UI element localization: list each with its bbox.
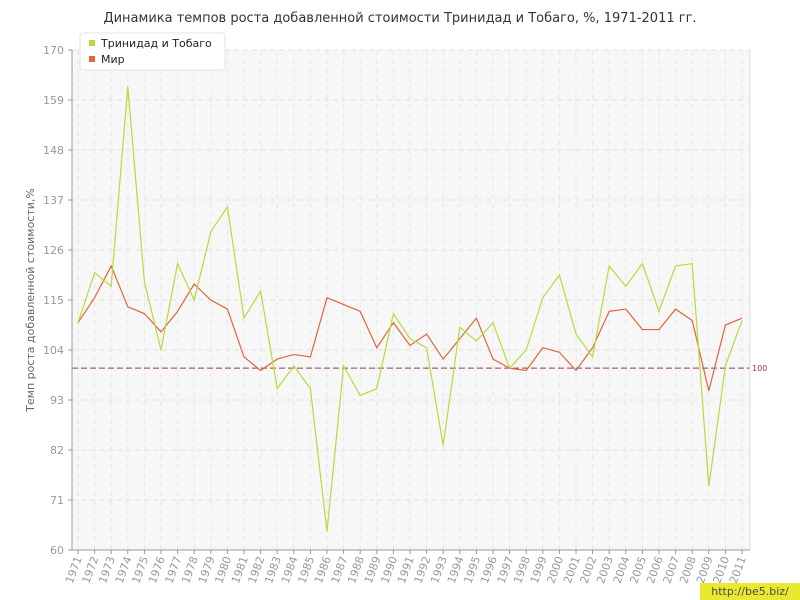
legend-swatch [89, 40, 95, 46]
x-tick-labels: 1971197219731974197519761977197819791980… [63, 555, 749, 586]
y-tick-label: 60 [50, 544, 64, 557]
y-tick-label: 115 [43, 294, 64, 307]
y-tick-label: 93 [50, 394, 64, 407]
y-tick-label: 148 [43, 144, 64, 157]
series-lines [77, 86, 743, 532]
y-tick-label: 159 [43, 94, 64, 107]
legend-box [79, 32, 226, 71]
grid [72, 49, 750, 550]
y-tick-label: 126 [43, 244, 64, 257]
axes [68, 49, 751, 554]
y-tick-label: 71 [50, 494, 64, 507]
y-tick-label: 104 [43, 344, 64, 357]
watermark[interactable]: http://be5.biz/ [700, 583, 800, 600]
chart-title: Динамика темпов роста добавленной стоимо… [103, 11, 696, 26]
legend-item-label[interactable]: Мир [101, 53, 125, 66]
legend-swatch [89, 56, 95, 62]
reference-line-group: 100 [72, 364, 767, 373]
y-tick-label: 82 [50, 444, 64, 457]
series-line [77, 86, 743, 532]
y-tick-label: 170 [43, 44, 64, 57]
legend-item-label[interactable]: Тринидад и Тобаго [100, 37, 212, 50]
series-line [77, 264, 743, 392]
reference-line-label: 100 [752, 364, 767, 373]
y-tick-labels: 60 71 82 93 104 115 126 137 148 159 170 [43, 44, 64, 557]
legend[interactable]: Тринидад и Тобаго Мир [79, 32, 226, 71]
y-axis-label: Темп роста добавленной стоимости,% [24, 188, 37, 413]
y-tick-label: 137 [43, 194, 64, 207]
